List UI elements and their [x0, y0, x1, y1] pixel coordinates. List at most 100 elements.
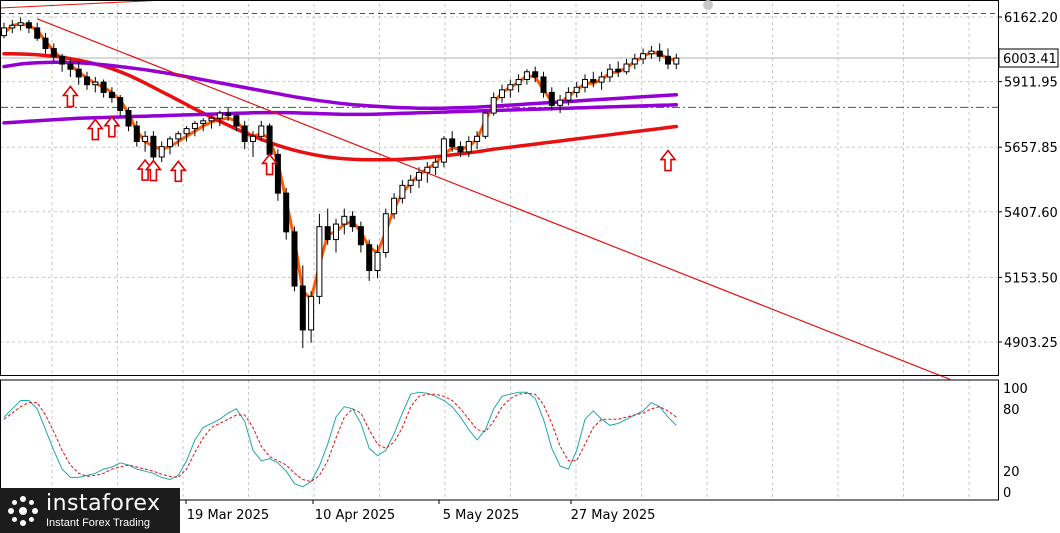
- candle-body: [673, 57, 680, 65]
- up-arrow-icon: [169, 160, 187, 183]
- scroll-marker: [703, 0, 713, 10]
- candle-body: [532, 71, 539, 78]
- candle-body: [382, 213, 389, 253]
- candle-body: [582, 79, 588, 88]
- candle-body: [416, 171, 422, 181]
- up-arrow-icon: [103, 115, 121, 138]
- candle-body: [200, 120, 207, 124]
- candle-body: [482, 112, 489, 137]
- trendline: [0, 0, 951, 381]
- candle-body: [606, 68, 613, 78]
- candle-body: [250, 135, 256, 142]
- date-tick-label: 19 Mar 2025: [187, 508, 269, 523]
- oscillator-grid: [51, 380, 970, 500]
- oscillator-tick-label: 100: [1003, 382, 1028, 397]
- candle-body: [341, 215, 348, 225]
- candle-body: [598, 76, 605, 83]
- trendline-line: [36, 18, 951, 381]
- date-axis: 19 Mar 2025 10 Apr 2025 5 May 2025 27 May 2…: [185, 500, 655, 523]
- moving-average-line: [2, 60, 679, 110]
- candle-body: [548, 91, 555, 106]
- candle-body: [274, 153, 281, 194]
- candle-body: [374, 251, 381, 272]
- candle-body: [474, 135, 481, 142]
- logo-tagline: Instant Forex Trading: [46, 516, 150, 529]
- candle-body: [191, 122, 198, 130]
- candle-body: [648, 50, 655, 55]
- candle-body: [291, 231, 298, 287]
- up-arrow-icon: [144, 159, 163, 182]
- date-tick-label: 5 May 2025: [443, 508, 520, 523]
- candle-body: [590, 79, 597, 83]
- candle-body: [84, 76, 90, 86]
- candle-body: [100, 81, 107, 93]
- candle-body: [457, 146, 464, 153]
- candle-body: [407, 179, 414, 186]
- candle-body: [432, 161, 439, 168]
- candle-body: [216, 112, 223, 119]
- oscillator-axis: 100 80 20 0: [1003, 382, 1028, 501]
- price-axis: 6162.20 5911.95 5657.85 5407.60 5153.50 4903.…: [998, 11, 1058, 351]
- moving-average-line: [2, 103, 679, 125]
- candle-body: [523, 71, 530, 81]
- candle-body: [67, 63, 74, 70]
- candle-body: [108, 91, 115, 99]
- stochastic-line: [3, 392, 677, 483]
- price-tick-label: 6162.20: [1004, 11, 1058, 26]
- candle-body: [125, 110, 132, 127]
- stochastic-lines: [3, 391, 677, 488]
- candle-body: [515, 79, 522, 86]
- candle-body: [241, 125, 248, 142]
- candle-body: [565, 91, 572, 101]
- price-tick-label: 5407.60: [1004, 206, 1058, 221]
- signal-arrows: [61, 85, 677, 183]
- candle-body: [349, 215, 356, 228]
- candle-body: [92, 81, 99, 86]
- candle-body: [399, 184, 406, 199]
- candle-body: [640, 53, 647, 60]
- candle-body: [623, 63, 630, 73]
- candle-body: [59, 55, 66, 65]
- candle-body: [299, 285, 306, 331]
- candle-body: [316, 226, 323, 297]
- candle-body: [167, 138, 173, 148]
- candle-body: [333, 223, 339, 241]
- candle-body: [665, 55, 671, 65]
- candle-body: [34, 27, 41, 39]
- candle-body: [142, 135, 149, 142]
- moving-averages: [2, 22, 679, 301]
- oscillator-tick-label: 80: [1003, 403, 1020, 418]
- candle-body: [208, 117, 215, 122]
- candle-body: [158, 146, 165, 158]
- candle-body: [631, 58, 638, 65]
- candle-body: [175, 133, 182, 140]
- price-tick-label: 5657.85: [1004, 141, 1058, 156]
- candle-body: [133, 125, 140, 142]
- current-price-label: 6003.41: [1003, 52, 1057, 67]
- up-arrow-icon: [86, 118, 104, 141]
- candle-body: [183, 128, 190, 135]
- candle-body: [656, 50, 663, 57]
- oscillator-tick-label: 20: [1003, 465, 1020, 480]
- candle-body: [499, 89, 505, 99]
- candle-body: [490, 97, 497, 114]
- candle-body: [75, 68, 82, 78]
- instaforex-logo: instaforex Instant Forex Trading: [0, 488, 180, 533]
- candle-body: [507, 84, 514, 91]
- trendline-line: [0, 0, 166, 9]
- moving-average-line: [2, 51, 679, 162]
- candle-body: [449, 138, 456, 148]
- candle-body: [117, 97, 124, 112]
- candle-body: [1, 27, 7, 37]
- candle-body: [540, 76, 547, 93]
- candle-body: [357, 226, 364, 246]
- candle-body: [465, 140, 472, 153]
- price-grid: [0, 4, 998, 375]
- stochastic-line: [3, 391, 677, 488]
- current-price-tag: 6003.41: [998, 48, 1059, 68]
- candle-body: [9, 24, 16, 29]
- candle-body: [50, 48, 57, 57]
- current-price-box: [998, 48, 1059, 68]
- chart-frame: [0, 0, 999, 501]
